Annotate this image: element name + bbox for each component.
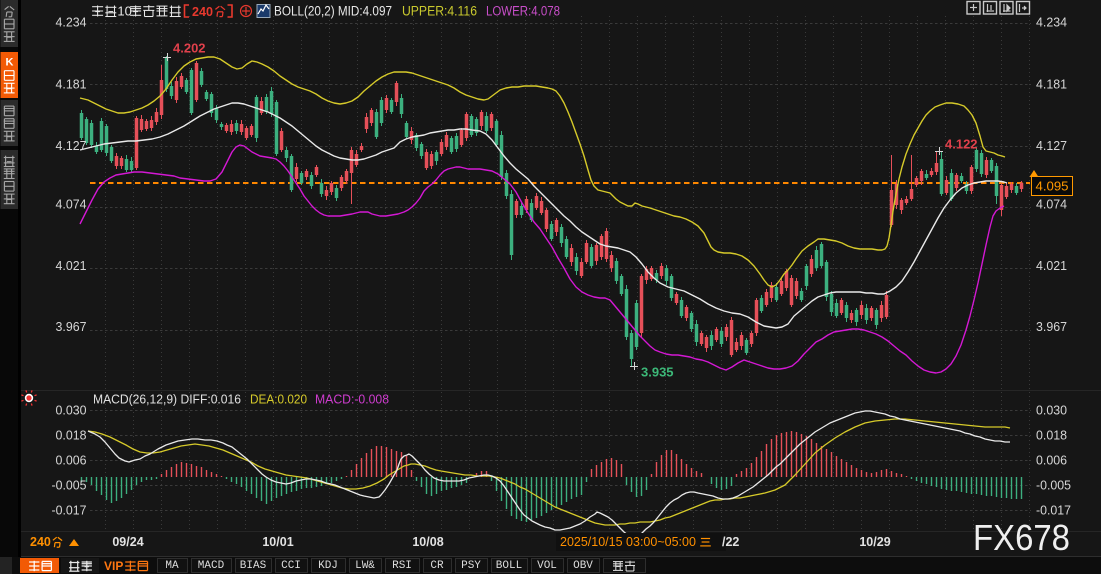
- svg-text:4.202: 4.202: [173, 41, 206, 56]
- svg-text:4.021: 4.021: [56, 258, 87, 273]
- svg-text:UPPER:4.116: UPPER:4.116: [402, 4, 477, 19]
- svg-text:K: K: [6, 56, 14, 68]
- svg-text:BOLL: BOLL: [496, 560, 522, 572]
- svg-text:MACD: MACD: [198, 560, 225, 572]
- svg-text:240: 240: [192, 4, 213, 19]
- svg-text:240: 240: [30, 535, 51, 549]
- svg-text:4.122: 4.122: [945, 137, 978, 152]
- svg-text:CR: CR: [430, 560, 444, 572]
- svg-text:3.935: 3.935: [641, 365, 674, 380]
- svg-text:4.095: 4.095: [1036, 180, 1069, 194]
- svg-text:4.127: 4.127: [1036, 138, 1067, 153]
- svg-text:0.030: 0.030: [1036, 403, 1067, 418]
- svg-text:-0.017: -0.017: [1036, 503, 1071, 518]
- svg-text:-0.005: -0.005: [1036, 478, 1071, 493]
- svg-text:4.181: 4.181: [56, 77, 87, 92]
- svg-text:4.074: 4.074: [56, 197, 87, 212]
- svg-text:3.967: 3.967: [1036, 319, 1067, 334]
- svg-text:0.030: 0.030: [56, 403, 87, 418]
- svg-text:4.127: 4.127: [56, 138, 87, 153]
- svg-text:-0.017: -0.017: [52, 503, 87, 518]
- svg-text:10/08: 10/08: [412, 535, 443, 549]
- svg-text:4.181: 4.181: [1036, 77, 1067, 92]
- svg-text:CCI: CCI: [281, 560, 301, 572]
- svg-text:3.967: 3.967: [56, 319, 87, 334]
- svg-text:4.074: 4.074: [1036, 197, 1067, 212]
- svg-text:LOWER:4.078: LOWER:4.078: [486, 4, 560, 19]
- svg-text:OBV: OBV: [573, 560, 593, 572]
- svg-text:4.234: 4.234: [1036, 15, 1067, 30]
- svg-text:0.018: 0.018: [56, 428, 87, 443]
- svg-text:LW&: LW&: [355, 560, 375, 572]
- svg-text:RSI: RSI: [392, 560, 412, 572]
- svg-text:BIAS: BIAS: [240, 560, 267, 572]
- svg-text:FX678: FX678: [973, 517, 1070, 558]
- svg-text:/22: /22: [722, 535, 739, 549]
- svg-text:BOLL(20,2) MID:4.097: BOLL(20,2) MID:4.097: [274, 4, 392, 19]
- svg-text:0.006: 0.006: [1036, 453, 1067, 468]
- svg-text:2025/10/15 03:00~05:00: 2025/10/15 03:00~05:00: [560, 535, 696, 549]
- svg-text:-0.005: -0.005: [52, 478, 87, 493]
- svg-text:10/01: 10/01: [262, 535, 293, 549]
- svg-text:10: 10: [117, 4, 131, 19]
- svg-text:KDJ: KDJ: [318, 560, 338, 572]
- svg-text:PSY: PSY: [461, 560, 481, 572]
- svg-text:VOL: VOL: [537, 560, 557, 572]
- svg-text:MA: MA: [165, 560, 179, 572]
- svg-text:MACD:-0.008: MACD:-0.008: [315, 392, 389, 407]
- svg-text:DEA:0.020: DEA:0.020: [250, 392, 307, 407]
- svg-text:4.234: 4.234: [56, 15, 87, 30]
- svg-text:4.021: 4.021: [1036, 258, 1067, 273]
- svg-text:0.018: 0.018: [1036, 428, 1067, 443]
- svg-text:VIP: VIP: [104, 559, 123, 573]
- svg-text:09/24: 09/24: [112, 535, 143, 549]
- svg-text:10/29: 10/29: [859, 535, 890, 549]
- svg-text:MACD(26,12,9) DIFF:0.016: MACD(26,12,9) DIFF:0.016: [93, 392, 241, 407]
- svg-text:0.006: 0.006: [56, 453, 87, 468]
